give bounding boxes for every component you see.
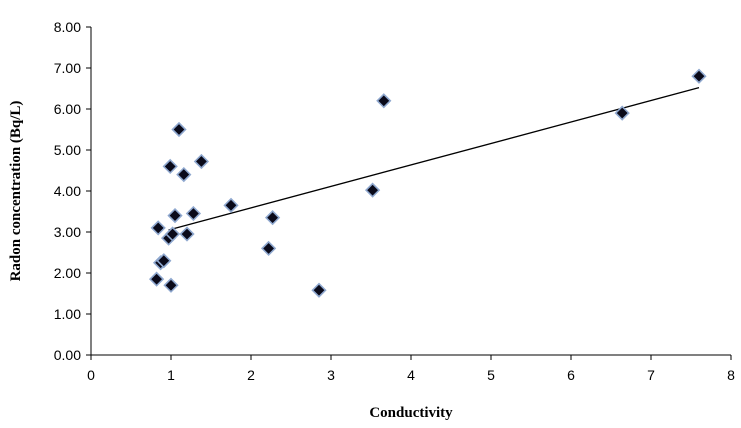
y-tick-label: 8.00	[54, 19, 81, 35]
y-tick-label: 6.00	[54, 101, 81, 117]
x-tick-label: 5	[487, 367, 495, 383]
data-points	[148, 68, 707, 298]
data-point	[156, 253, 172, 269]
x-tick-label: 0	[87, 367, 95, 383]
trendline	[168, 87, 700, 231]
y-tick-label: 2.00	[54, 265, 81, 281]
data-point	[260, 240, 277, 257]
x-tick-label: 7	[647, 367, 655, 383]
data-point	[179, 226, 195, 242]
x-tick-label: 2	[247, 367, 255, 383]
data-point	[150, 220, 166, 236]
data-point	[614, 105, 630, 121]
data-point	[167, 207, 183, 224]
y-tick-label: 1.00	[54, 306, 81, 322]
y-tick-label: 0.00	[54, 347, 81, 363]
y-axis-title: Radon concentration (Bq/L)	[8, 101, 24, 282]
data-point	[185, 205, 202, 222]
axes: 0.00 1.00 2.00 3.00 4.00 5.00 6.00 7.00 8.00 0 1 2 3…	[54, 19, 735, 383]
data-point	[311, 282, 327, 298]
y-tick-label: 7.00	[54, 60, 81, 76]
data-point	[364, 182, 381, 198]
y-tick-label: 4.00	[54, 183, 81, 199]
x-tick-label: 6	[567, 367, 575, 383]
x-tick-label: 1	[167, 367, 175, 383]
data-point	[691, 68, 707, 84]
data-point	[176, 166, 192, 183]
data-point	[163, 277, 179, 293]
y-tick-label: 5.00	[54, 142, 81, 158]
data-point	[164, 226, 181, 242]
data-point	[171, 121, 187, 138]
data-point	[193, 153, 210, 170]
x-axis-title: Conductivity	[369, 405, 453, 421]
data-point	[162, 158, 178, 175]
x-tick-label: 3	[327, 367, 335, 383]
data-point	[376, 93, 392, 109]
x-tick-label: 4	[407, 367, 415, 383]
data-point	[223, 197, 239, 213]
data-point	[264, 210, 281, 226]
y-tick-label: 3.00	[54, 224, 81, 240]
data-point	[148, 271, 165, 287]
x-tick-label: 8	[727, 367, 735, 383]
